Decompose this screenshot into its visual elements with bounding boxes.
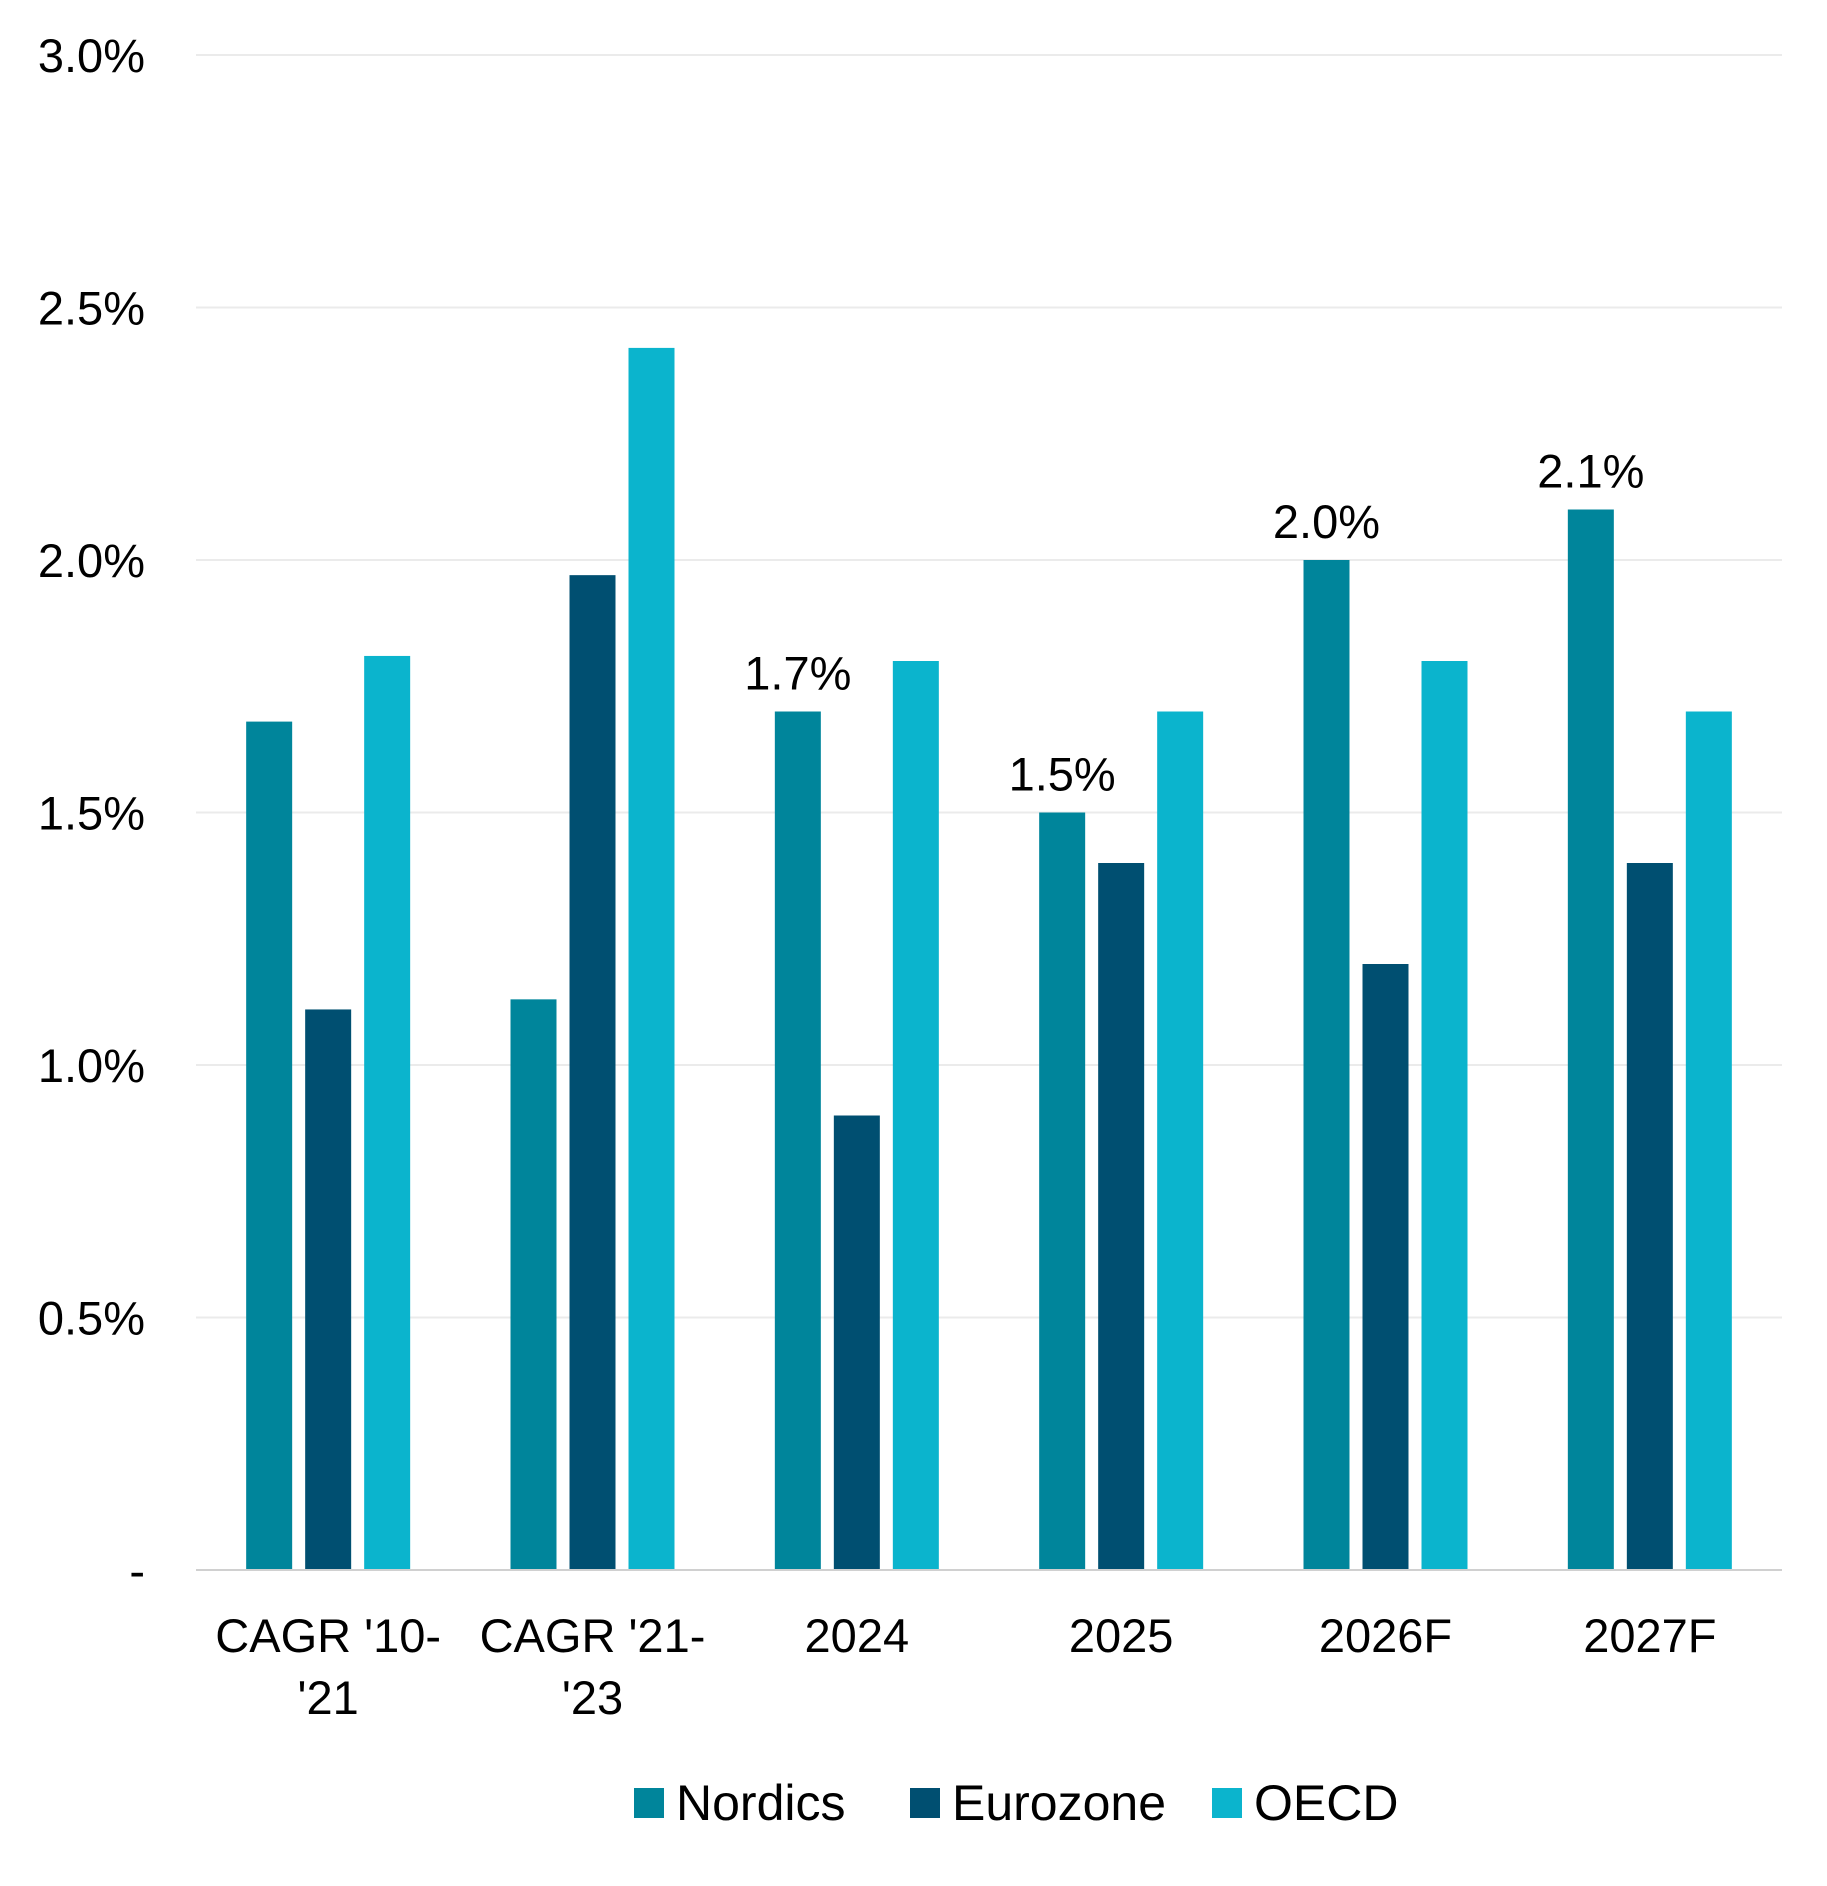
bar-eurozone — [569, 575, 616, 1570]
gridlines — [196, 54, 1782, 1319]
x-tick-label-line: CAGR '10- — [215, 1609, 441, 1662]
y-tick-label: - — [129, 1544, 145, 1597]
legend-swatch — [910, 1788, 940, 1818]
legend-item-nordics: Nordics — [634, 1775, 845, 1831]
y-axis-ticks: - 0.5% 1.0% 1.5% 2.0% 2.5% 3.0% — [38, 29, 145, 1597]
x-tick-label: 2027F — [1583, 1609, 1716, 1662]
bars — [246, 347, 1732, 1570]
x-tick-label-line: '23 — [562, 1671, 623, 1724]
bar-nordics — [1303, 560, 1350, 1570]
legend-item-eurozone: Eurozone — [910, 1775, 1166, 1831]
bar-oecd — [1157, 711, 1204, 1570]
x-tick-label-line: 2027F — [1583, 1609, 1716, 1662]
bar-nordics — [1567, 509, 1614, 1570]
bar-nordics — [510, 999, 557, 1570]
legend-label: Eurozone — [952, 1775, 1166, 1831]
x-tick-label-line: 2026F — [1319, 1609, 1452, 1662]
legend-swatch — [1212, 1788, 1242, 1818]
y-tick-label: 1.0% — [38, 1039, 145, 1092]
bar-eurozone — [1098, 863, 1145, 1570]
bar-oecd — [1421, 661, 1468, 1570]
y-tick-label: 0.5% — [38, 1292, 145, 1345]
x-tick-label: CAGR '10- '21 — [215, 1609, 441, 1724]
bar-oecd — [1685, 711, 1732, 1570]
bar-nordics — [246, 721, 293, 1570]
y-tick-label: 1.5% — [38, 787, 145, 840]
bar-eurozone — [1626, 863, 1673, 1570]
data-label: 2.0% — [1273, 495, 1380, 548]
x-tick-label: 2024 — [805, 1609, 910, 1662]
y-tick-label: 2.0% — [38, 534, 145, 587]
bar-eurozone — [305, 1009, 352, 1570]
x-axis: CAGR '10- '21 CAGR '21- '23 2024 2025 2026F 202… — [196, 1569, 1782, 1724]
legend-label: OECD — [1254, 1775, 1398, 1831]
bar-nordics — [1039, 812, 1086, 1570]
bar-eurozone — [833, 1115, 880, 1570]
data-label: 2.1% — [1537, 445, 1644, 498]
legend-label: Nordics — [676, 1775, 845, 1831]
x-tick-label: 2025 — [1069, 1609, 1174, 1662]
bar-eurozone — [1362, 964, 1409, 1570]
data-label: 1.7% — [744, 647, 851, 700]
y-tick-label: 3.0% — [38, 29, 145, 82]
x-tick-label-line: 2024 — [805, 1609, 910, 1662]
bar-nordics — [774, 711, 821, 1570]
legend-item-oecd: OECD — [1212, 1775, 1398, 1831]
x-tick-label: CAGR '21- '23 — [480, 1609, 706, 1724]
x-tick-label-line: '21 — [298, 1671, 359, 1724]
y-tick-label: 2.5% — [38, 282, 145, 335]
x-tick-label: 2026F — [1319, 1609, 1452, 1662]
legend: Nordics Eurozone OECD — [634, 1775, 1398, 1831]
data-labels: 1.7% 1.5% 2.0% 2.1% — [744, 445, 1644, 801]
x-tick-label-line: 2025 — [1069, 1609, 1174, 1662]
x-tick-label-line: CAGR '21- — [480, 1609, 706, 1662]
data-label: 1.5% — [1009, 748, 1116, 801]
bar-oecd — [892, 661, 939, 1570]
legend-swatch — [634, 1788, 664, 1818]
bar-oecd — [628, 347, 675, 1570]
bar-oecd — [364, 655, 411, 1570]
